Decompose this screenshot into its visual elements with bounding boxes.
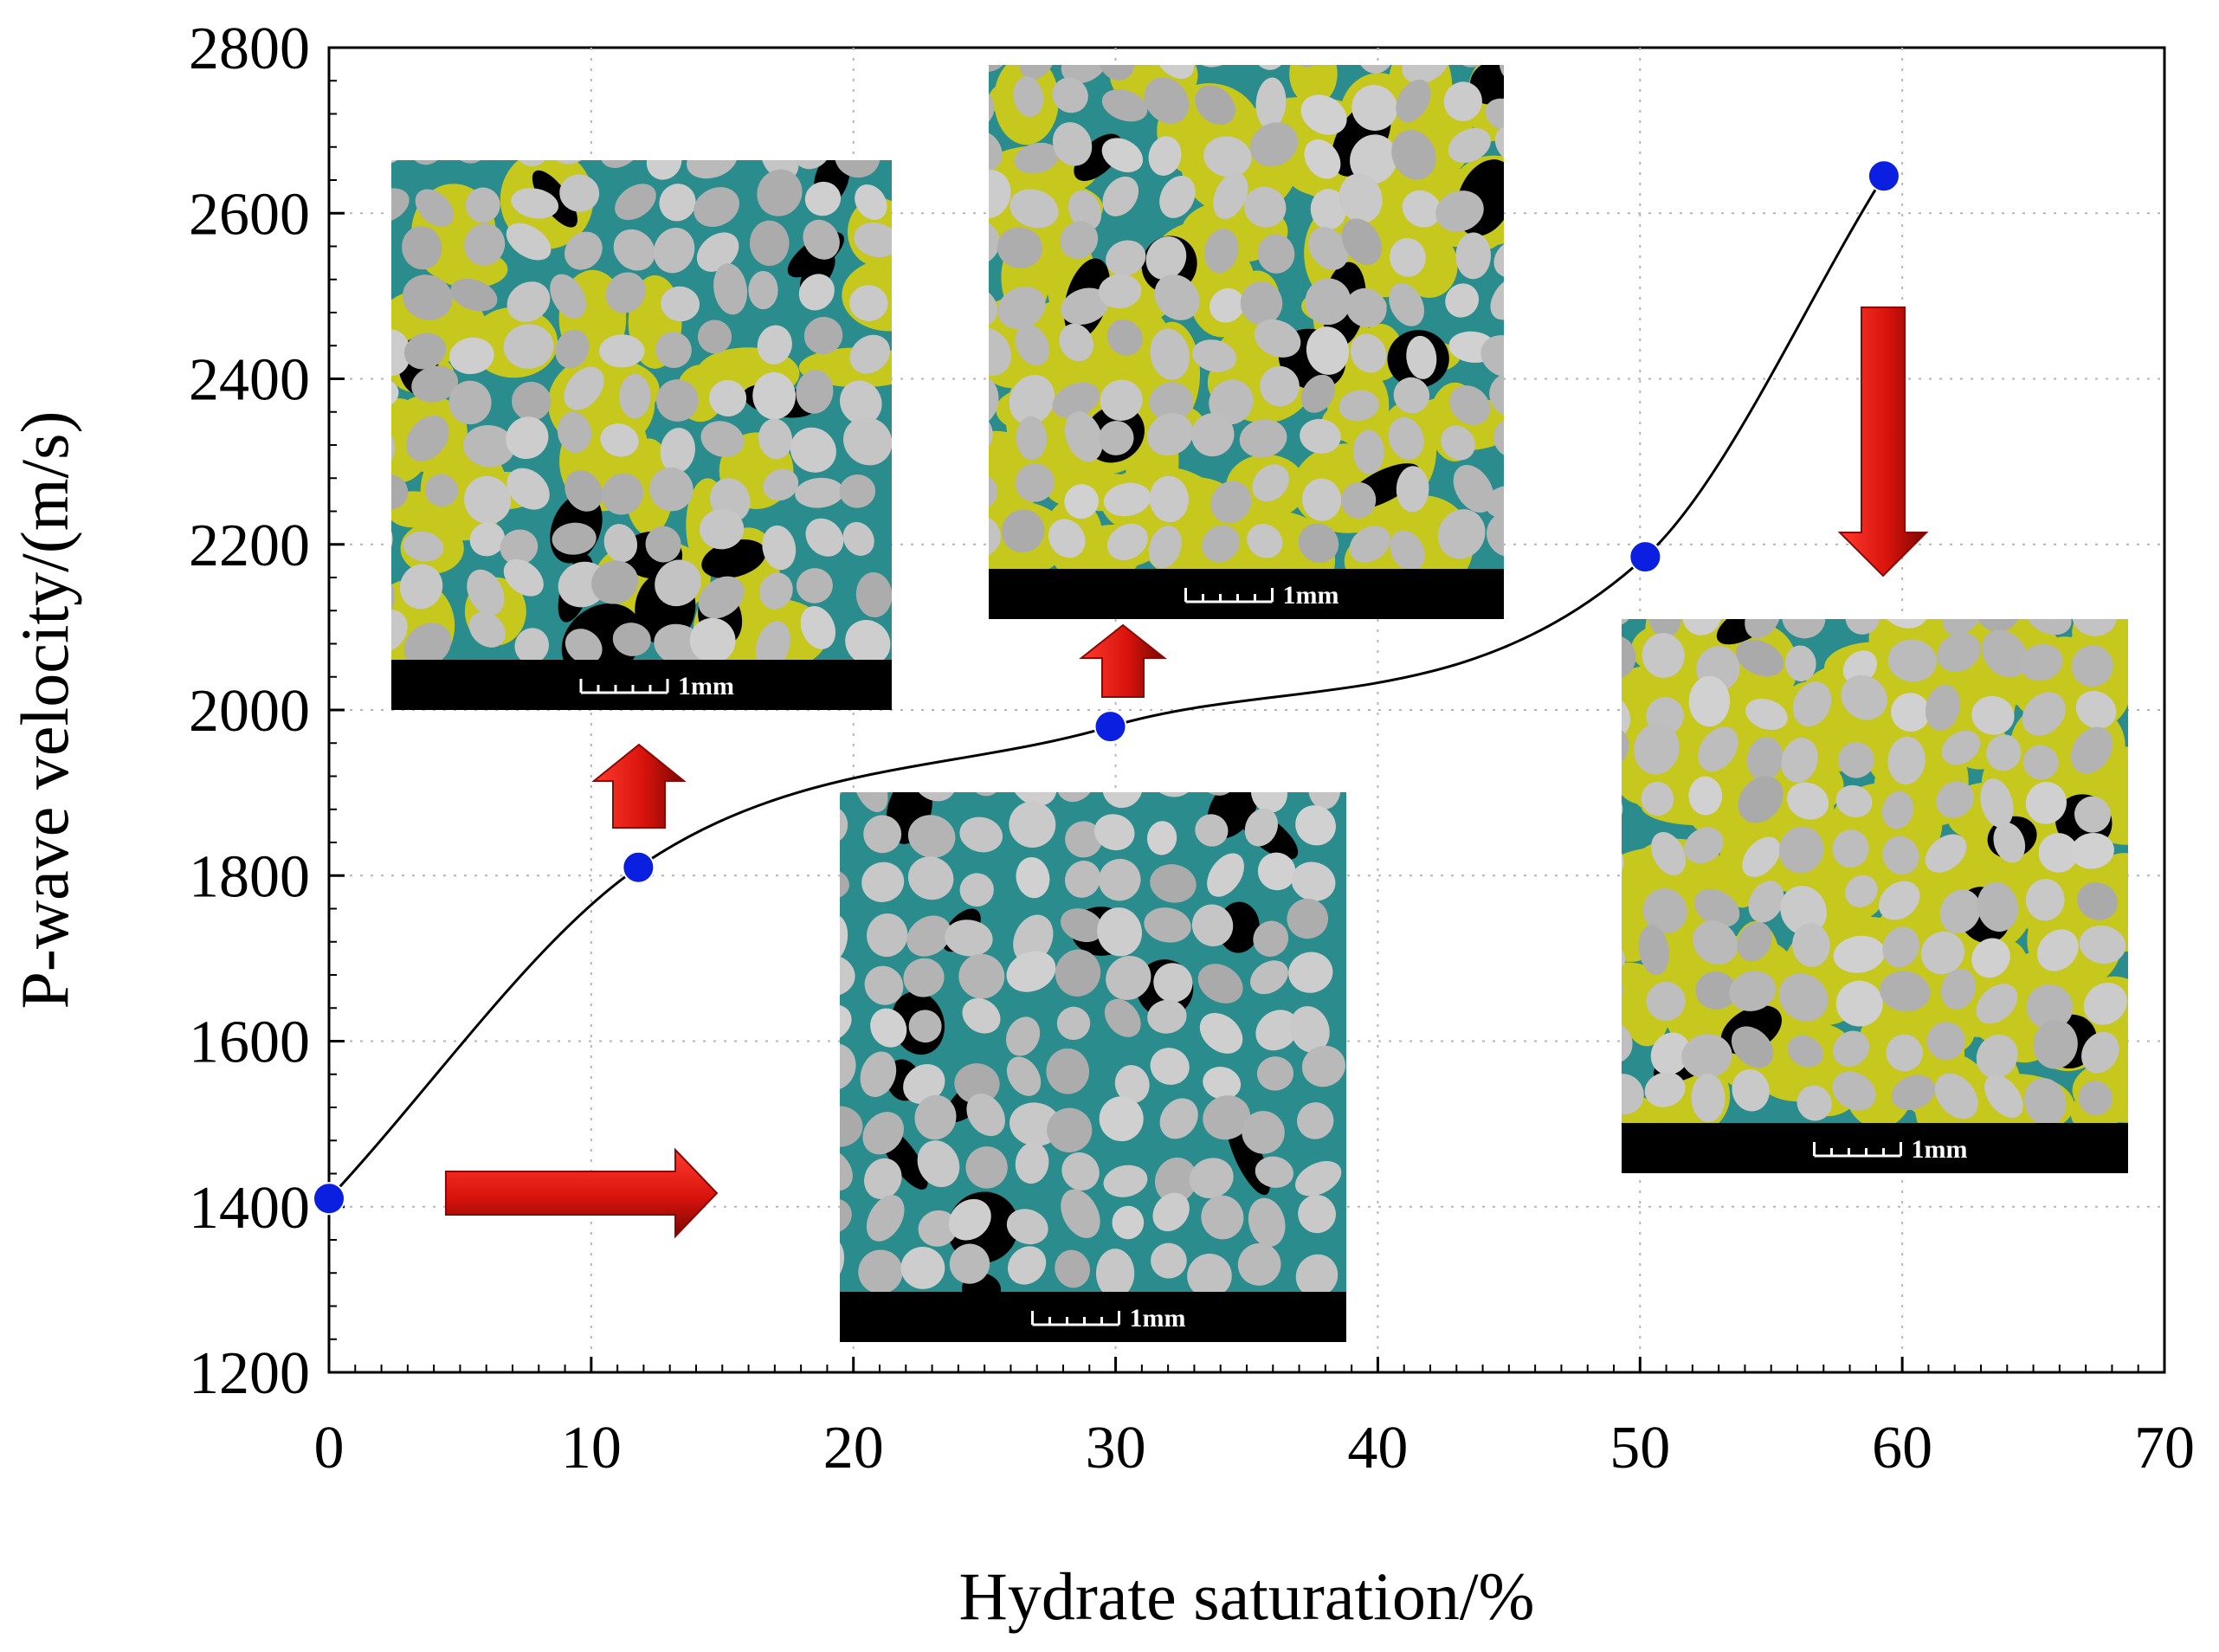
data-point <box>1867 159 1900 193</box>
scale-bar-strip <box>840 1292 1346 1342</box>
x-tick-label: 10 <box>561 1415 622 1481</box>
y-tick-label: 2800 <box>189 16 310 82</box>
y-axis-title: P-wave velocity/(m/s) <box>7 411 82 1010</box>
arrow-up-1 <box>591 743 687 829</box>
micrograph <box>840 792 1346 1292</box>
scale-bar-strip <box>1622 1123 2128 1173</box>
arrow-up-2 <box>1079 623 1167 698</box>
inset-sh12: 1mm <box>391 160 892 710</box>
arrow-down <box>1837 307 1929 578</box>
scale-label: 1mm <box>1912 1135 1968 1164</box>
data-point <box>313 1182 345 1216</box>
tick-labels: 0 10 20 30 40 50 60 70 1200 1400 1600 1800 2000 2200 2… <box>189 16 2195 1481</box>
axis-ticks <box>327 46 2166 1374</box>
data-point <box>1093 710 1127 744</box>
scale-label: 1mm <box>678 672 734 700</box>
data-point <box>1629 540 1662 574</box>
inset-sh59: 1mm <box>1622 619 2128 1173</box>
x-tick-label: 40 <box>1347 1415 1408 1481</box>
x-tick-label: 30 <box>1086 1415 1146 1481</box>
scale-bar-strip <box>391 660 892 710</box>
y-tick-label: 1200 <box>189 1340 310 1407</box>
micrograph <box>989 65 1504 569</box>
y-tick-label: 2600 <box>189 181 310 248</box>
y-tick-label: 2200 <box>189 513 310 579</box>
x-tick-label: 20 <box>823 1415 884 1481</box>
data-point <box>622 850 655 884</box>
scale-bar-strip <box>989 569 1504 619</box>
inset-sh30: 1mm <box>989 65 1504 619</box>
micrograph <box>1622 619 2128 1123</box>
y-tick-label: 1600 <box>189 1010 310 1076</box>
micrograph <box>391 160 892 660</box>
scale-label: 1mm <box>1283 581 1339 610</box>
y-tick-label: 1800 <box>189 843 310 910</box>
x-tick-label: 70 <box>2134 1415 2195 1481</box>
x-axis-title: Hydrate saturation/% <box>959 1558 1535 1634</box>
y-tick-label: 1400 <box>189 1175 310 1242</box>
arrow-right <box>445 1147 719 1239</box>
x-tick-label: 0 <box>314 1415 345 1481</box>
y-tick-label: 2000 <box>189 678 310 745</box>
x-tick-label: 50 <box>1609 1415 1670 1481</box>
x-tick-label: 60 <box>1872 1415 1932 1481</box>
inset-sh0: 1mm <box>840 792 1346 1342</box>
scale-label: 1mm <box>1130 1304 1186 1333</box>
y-tick-label: 2400 <box>189 347 310 414</box>
